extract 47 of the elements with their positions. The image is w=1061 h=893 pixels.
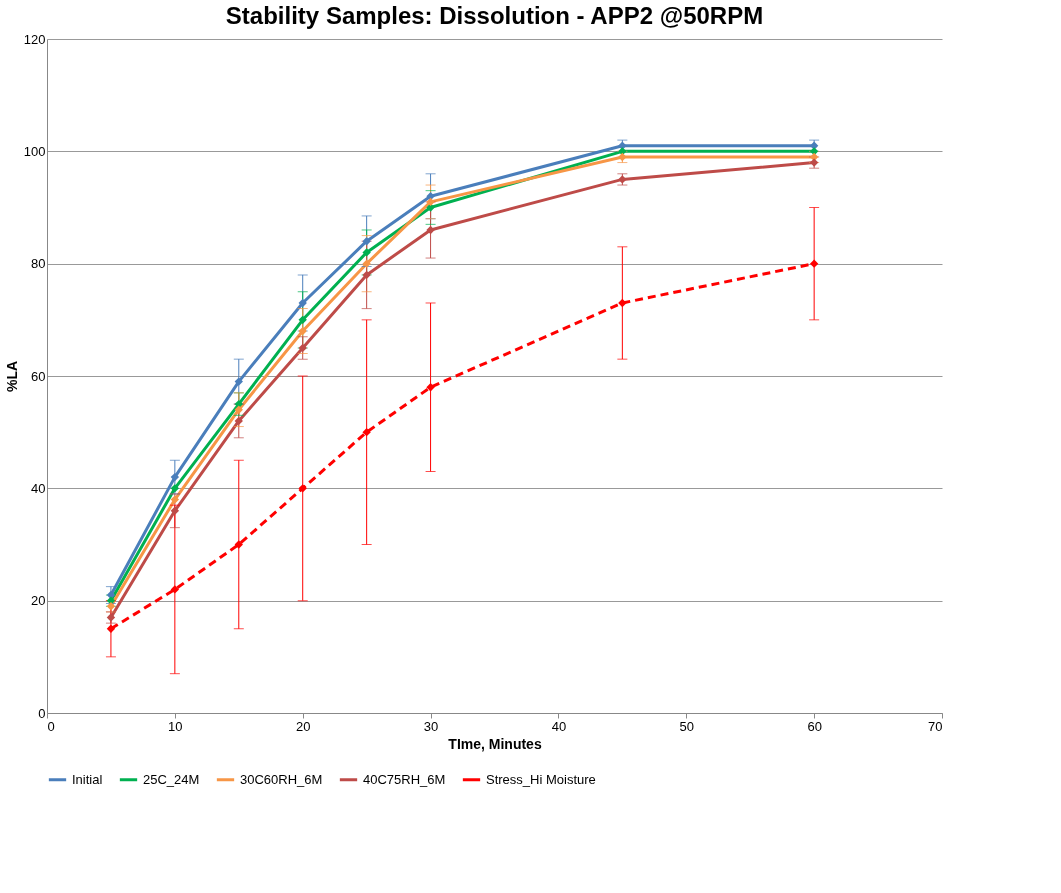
legend-label: 40C75RH_6M bbox=[363, 771, 446, 787]
point bbox=[234, 405, 243, 414]
x-tick-label: 30 bbox=[423, 718, 439, 734]
point bbox=[426, 225, 435, 235]
point bbox=[362, 237, 371, 246]
legend-label: 30C60RH_6M bbox=[240, 771, 323, 787]
point bbox=[170, 484, 180, 493]
x-axis-title: TIme, Minutes bbox=[448, 735, 542, 752]
y-tick-label: 20 bbox=[31, 593, 46, 609]
y-tick-label: 80 bbox=[31, 256, 46, 272]
chart-title: Stability Samples: Dissolution - APP2 @50RPM bbox=[225, 2, 764, 29]
x-tick-label: 40 bbox=[551, 718, 567, 734]
y-tick-label: 40 bbox=[31, 480, 46, 496]
point bbox=[362, 248, 371, 257]
x-tick-label: 60 bbox=[807, 718, 822, 734]
point bbox=[170, 472, 180, 482]
point bbox=[170, 585, 180, 594]
x-tick-label: 10 bbox=[168, 718, 183, 734]
x-tick-label: 20 bbox=[295, 718, 311, 734]
point bbox=[426, 197, 435, 207]
legend-label: Initial bbox=[72, 771, 103, 787]
y-tick-label: 60 bbox=[31, 368, 46, 384]
point bbox=[234, 540, 243, 549]
x-tick-label: 50 bbox=[679, 718, 695, 734]
point bbox=[298, 298, 307, 308]
y-tick-label: 100 bbox=[23, 143, 46, 159]
point bbox=[809, 259, 819, 268]
point bbox=[298, 315, 307, 325]
point bbox=[362, 259, 371, 268]
point bbox=[618, 298, 627, 308]
point bbox=[426, 383, 435, 392]
point bbox=[170, 495, 180, 504]
point bbox=[106, 624, 116, 633]
point bbox=[362, 427, 371, 437]
point bbox=[170, 506, 180, 515]
point bbox=[234, 416, 243, 426]
point bbox=[298, 343, 307, 353]
point bbox=[298, 484, 307, 493]
y-tick-label: 0 bbox=[38, 705, 46, 721]
x-tick-label: 70 bbox=[928, 718, 943, 734]
legend-label: Stress_Hi Moisture bbox=[486, 771, 596, 787]
point bbox=[234, 377, 243, 386]
point bbox=[298, 326, 307, 336]
legend-label: 25C_24M bbox=[143, 771, 200, 787]
y-axis-title: %LA bbox=[3, 360, 20, 393]
point bbox=[362, 270, 371, 280]
y-tick-label: 120 bbox=[23, 31, 46, 47]
